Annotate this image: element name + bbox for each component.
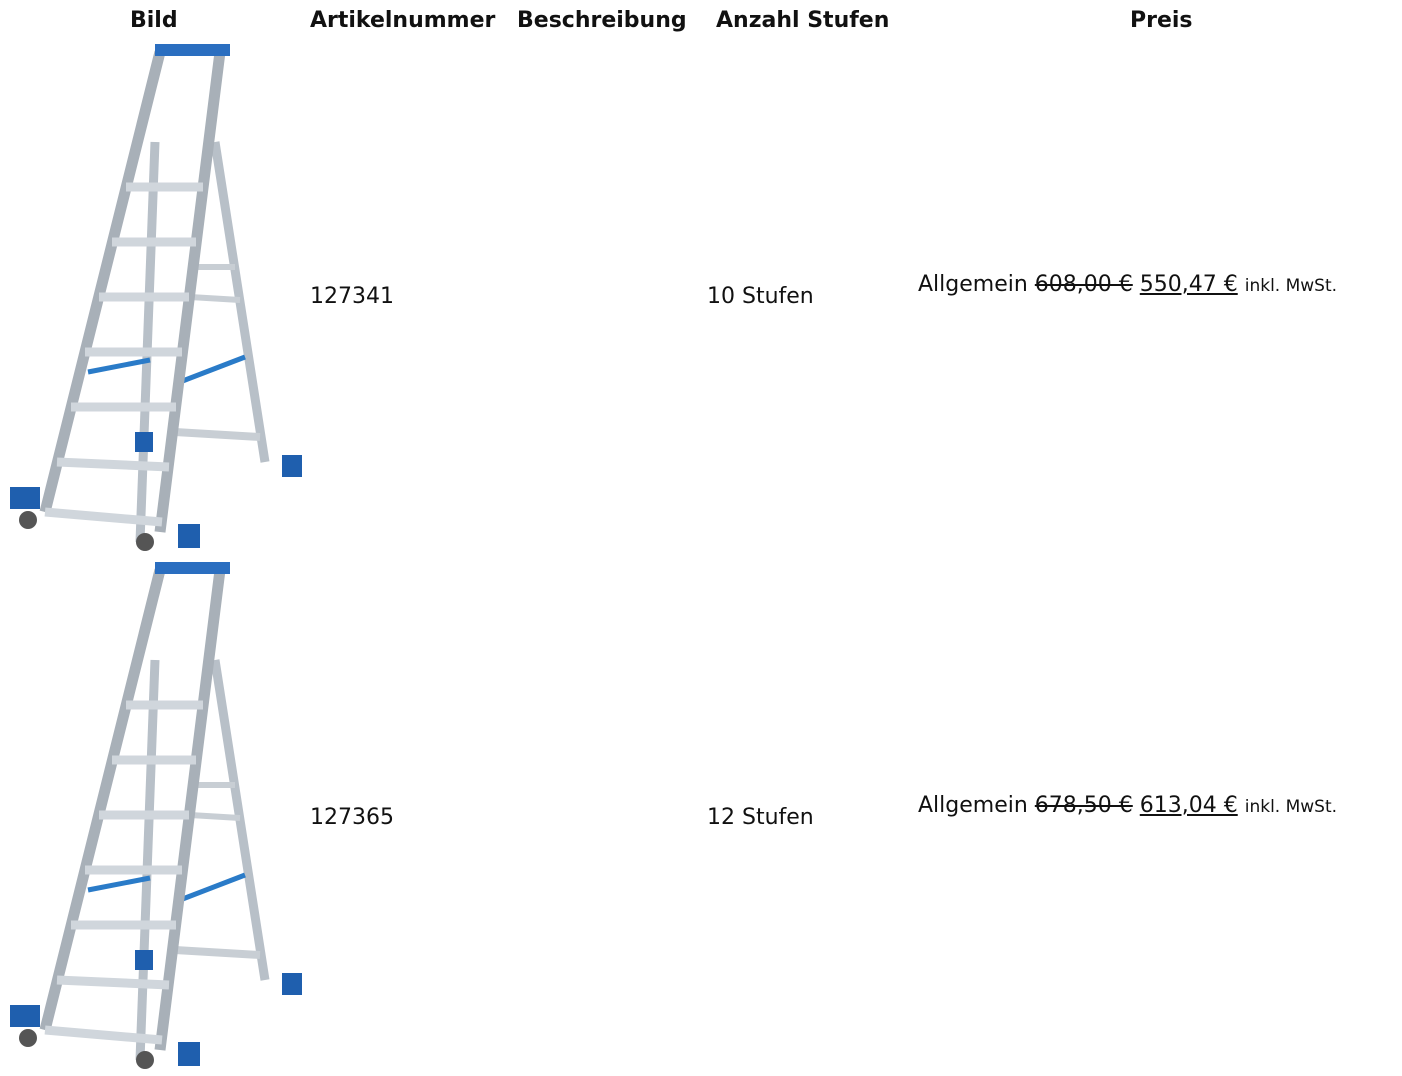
new-price[interactable]: 613,04 €: [1139, 793, 1238, 818]
price: Allgemein 608,00 € 550,47 € inkl. MwSt.: [918, 272, 1337, 297]
article-number: 127365: [310, 805, 394, 830]
step-count: 12 Stufen: [707, 805, 814, 830]
product-image: [0, 42, 310, 558]
header-cell: Beschreibung: [517, 8, 687, 33]
header-cell: Artikelnummer: [310, 8, 496, 33]
header-cell: Preis: [1130, 8, 1193, 33]
step-count: 10 Stufen: [707, 284, 814, 309]
header-cell: Bild: [130, 8, 178, 33]
header-cell: Anzahl Stufen: [716, 8, 890, 33]
product-image: [0, 560, 310, 1076]
article-number: 127341: [310, 284, 394, 309]
price-label: Allgemein: [918, 793, 1028, 818]
tax-note: inkl. MwSt.: [1244, 276, 1338, 296]
price: Allgemein 678,50 € 613,04 € inkl. MwSt.: [918, 793, 1337, 818]
old-price: 608,00 €: [1034, 272, 1133, 297]
new-price[interactable]: 550,47 €: [1139, 272, 1238, 297]
tax-note: inkl. MwSt.: [1244, 797, 1338, 817]
price-label: Allgemein: [918, 272, 1028, 297]
old-price: 678,50 €: [1034, 793, 1133, 818]
